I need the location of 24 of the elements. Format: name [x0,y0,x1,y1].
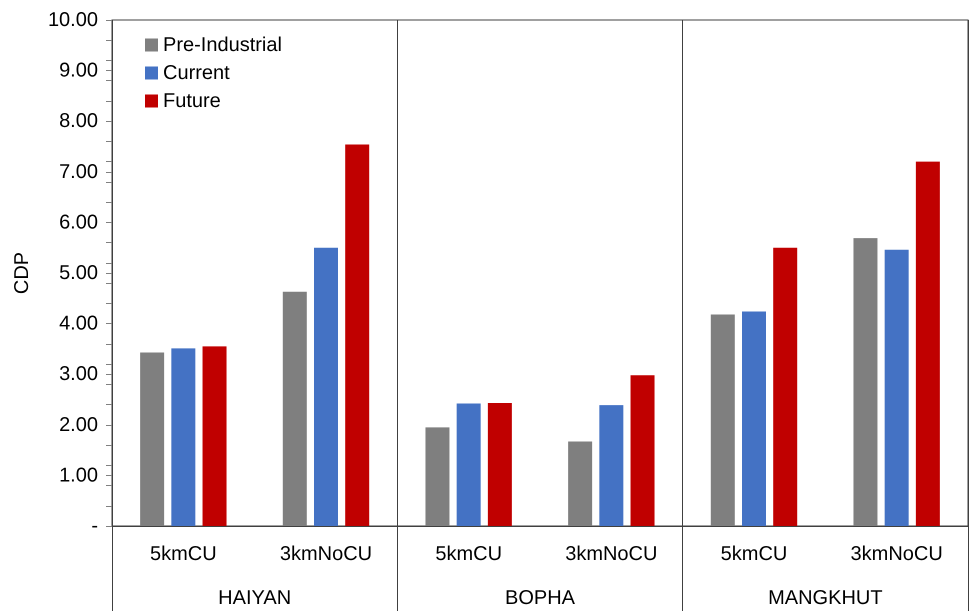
y-tick-label: 3.00 [59,363,98,386]
x-tick-label: 5kmCU [150,543,217,565]
x-tick-label: 3kmNoCU [280,543,372,565]
y-tick-label: 1.00 [59,464,98,486]
legend-label: Current [163,62,230,84]
y-tick-label: 6.00 [59,211,98,234]
y-tick-label: 9.00 [59,60,98,82]
text: MANGKHUT [768,587,883,609]
y-tick-label: 5.00 [59,262,98,284]
y-tick-label: 7.00 [59,160,98,183]
x-tick-label: 3kmNoCU [565,543,658,565]
legend-label: Future [163,90,221,112]
x-tick-label: 5kmCU [435,543,502,565]
x-tick-label: 5kmCU [720,543,788,565]
y-tick-label: 8.00 [59,110,98,132]
y-tick-label: 4.00 [59,312,98,335]
text: HAIYAN [218,587,292,609]
x-tick-label: 3kmNoCU [850,543,943,565]
y-axis-title: CDP [11,252,33,294]
text: BOPHA [504,587,576,609]
y-tick-label: 2.00 [59,414,98,436]
y-tick-label: - [91,515,98,537]
y-tick-label: 10.00 [48,9,98,31]
legend-label: Pre-Industrial [163,34,282,56]
